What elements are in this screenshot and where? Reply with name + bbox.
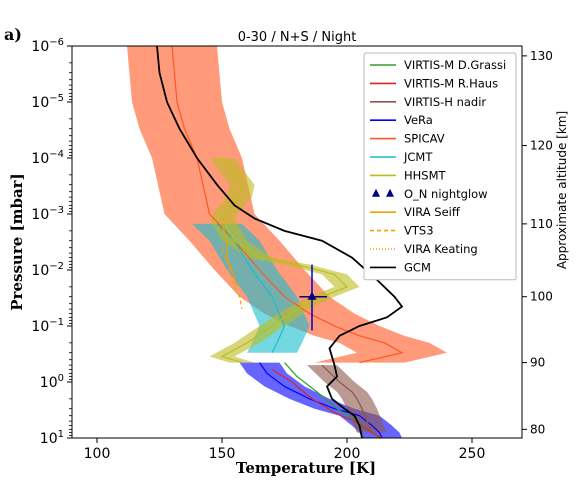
y-tick-label: 101 bbox=[40, 429, 64, 447]
series-vera bbox=[259, 362, 383, 438]
legend-label: VIRTIS-M R.Haus bbox=[404, 76, 498, 90]
y-tick-label: 100 bbox=[40, 373, 64, 391]
legend-entry: SPICAV bbox=[370, 132, 445, 146]
series-vira-seiff bbox=[221, 223, 238, 288]
band-spicav bbox=[127, 46, 447, 363]
x-tick-label: 100 bbox=[84, 446, 111, 462]
y-tick-label: 10−6 bbox=[31, 37, 64, 55]
y-axis-label: Pressure [mbar] bbox=[8, 173, 26, 310]
x-tick-label: 250 bbox=[459, 446, 486, 462]
legend-label: VIRA Keating bbox=[404, 242, 478, 256]
y-tick-label: 10−3 bbox=[31, 205, 64, 223]
legend-entry: VIRTIS-H nadir bbox=[370, 95, 486, 109]
legend-marker bbox=[386, 188, 394, 197]
legend-label: VIRTIS-M D.Grassi bbox=[404, 58, 506, 72]
altitude-tick-label: 90 bbox=[530, 356, 545, 370]
legend-entry: VIRTIS-M D.Grassi bbox=[370, 58, 506, 72]
band-hhsmt bbox=[209, 158, 360, 363]
legend: VIRTIS-M D.Grassi VIRTIS-M R.Haus VIRTIS-H… bbox=[363, 52, 517, 281]
legend-label: VIRTIS-H nadir bbox=[404, 95, 486, 109]
legend-label: JCMT bbox=[403, 150, 433, 164]
series-lines bbox=[156, 46, 404, 438]
y-tick-label: 10−2 bbox=[31, 261, 64, 279]
altitude-axis-label: Approximate altitude [km] bbox=[555, 111, 569, 269]
altitude-tick-label: 80 bbox=[530, 422, 545, 436]
legend-entry: VIRA Keating bbox=[370, 242, 478, 256]
altitude-tick-label: 110 bbox=[530, 217, 553, 231]
series-hhsmt bbox=[220, 157, 349, 364]
legend-entry: O_N nightglow bbox=[372, 187, 488, 201]
series-virtis-m-r-haus bbox=[271, 369, 383, 438]
y-axis: 101 100 10−1 10−2 10−3 10−4 10−5 10−6 bbox=[31, 37, 72, 447]
chart-title: 0-30 / N+S / Night bbox=[238, 30, 357, 45]
legend-box bbox=[363, 52, 517, 281]
legend-entry: VIRTIS-M R.Haus bbox=[370, 76, 498, 90]
legend-entry: HHSMT bbox=[370, 168, 447, 182]
legend-label: VTS3 bbox=[404, 224, 434, 238]
legend-label: GCM bbox=[404, 260, 431, 274]
series-vts3 bbox=[221, 247, 243, 310]
legend-entry: JCMT bbox=[370, 150, 433, 164]
legend-entry: VeRa bbox=[370, 113, 433, 127]
series-virtis-h-nadir bbox=[321, 364, 373, 433]
x-axis-label: Temperature [K] bbox=[236, 459, 376, 477]
legend-label: VIRA Seiff bbox=[404, 205, 461, 219]
altitude-tick-label: 130 bbox=[530, 49, 553, 63]
panel-label: a) bbox=[4, 25, 22, 44]
x-axis: 100 150 200 250 bbox=[84, 438, 486, 462]
y-tick-label: 10−5 bbox=[31, 93, 64, 111]
y-tick-label: 10−1 bbox=[31, 317, 64, 335]
x-tick-label: 200 bbox=[334, 446, 361, 462]
legend-label: O_N nightglow bbox=[404, 187, 488, 201]
legend-entry: VTS3 bbox=[370, 224, 434, 238]
y-tick-label: 10−4 bbox=[31, 149, 64, 167]
legend-entry: GCM bbox=[370, 260, 431, 274]
x-tick-label: 150 bbox=[209, 446, 236, 462]
legend-marker bbox=[372, 188, 380, 197]
series-gcm bbox=[156, 46, 404, 438]
plot-frame bbox=[71, 45, 523, 439]
series-spicav bbox=[171, 46, 404, 364]
legend-label: HHSMT bbox=[404, 168, 447, 182]
nightglow-triangle bbox=[307, 291, 317, 300]
band-virtis-h-nadir bbox=[307, 365, 387, 433]
legend-label: VeRa bbox=[404, 113, 433, 127]
legend-entry: VIRA Seiff bbox=[370, 205, 461, 219]
legend-label: SPICAV bbox=[404, 132, 445, 146]
altitude-tick-label: 100 bbox=[530, 290, 553, 304]
altitude-tick-label: 120 bbox=[530, 139, 553, 153]
nightglow-marker bbox=[299, 264, 327, 331]
altitude-axis: 80 90 100 110 120 130 bbox=[522, 49, 553, 436]
